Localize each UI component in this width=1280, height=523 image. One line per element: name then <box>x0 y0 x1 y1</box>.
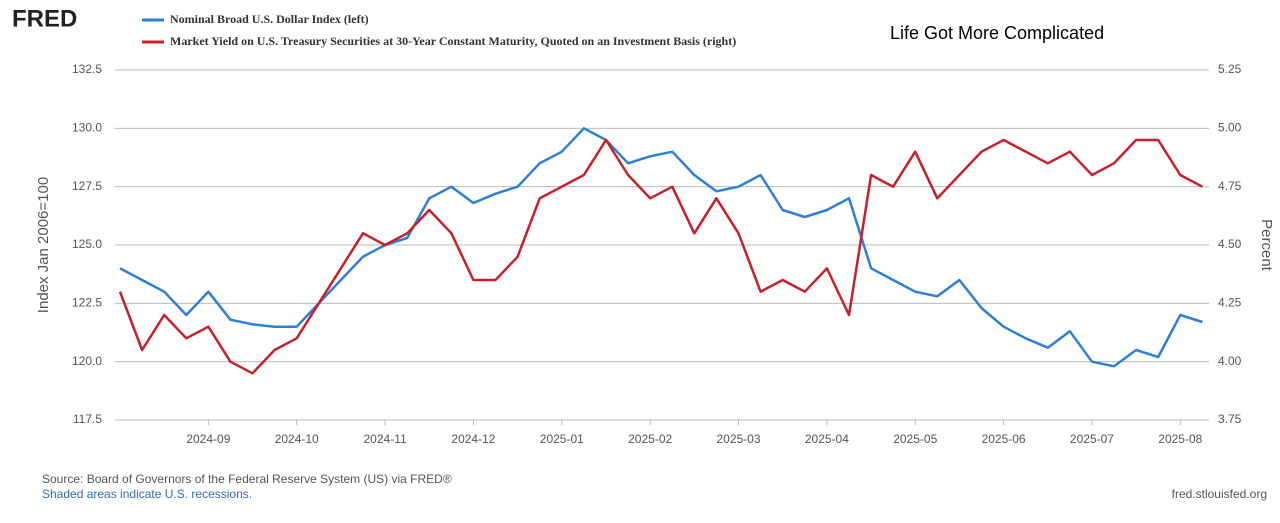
x-tick-label: 2025-04 <box>805 432 849 446</box>
x-tick-label: 2025-03 <box>716 432 760 446</box>
logo: FRED <box>12 5 77 32</box>
chart-title: Life Got More Complicated <box>890 23 1104 43</box>
y2-tick-label: 4.00 <box>1218 354 1242 368</box>
y2-axis-label: Percent <box>1258 219 1275 272</box>
x-tick-label: 2024-11 <box>364 432 407 446</box>
legend-label: Nominal Broad U.S. Dollar Index (left) <box>170 12 369 26</box>
y-tick-label: 117.5 <box>73 412 102 426</box>
series-line <box>119 127 1203 368</box>
y-axis-label: Index Jan 2006=100 <box>35 177 52 313</box>
y2-tick-label: 5.00 <box>1218 121 1242 135</box>
x-tick-label: 2024-12 <box>451 432 495 446</box>
x-tick-label: 2025-02 <box>628 432 672 446</box>
x-tick-label: 2025-08 <box>1158 432 1202 446</box>
y2-tick-label: 4.25 <box>1218 296 1242 310</box>
y2-tick-label: 4.75 <box>1218 179 1242 193</box>
y-tick-label: 125.0 <box>72 237 102 251</box>
y2-tick-label: 4.50 <box>1218 237 1242 251</box>
x-tick-label: 2025-01 <box>540 432 584 446</box>
y-tick-label: 130.0 <box>72 121 102 135</box>
x-tick-label: 2025-05 <box>893 432 937 446</box>
y-tick-label: 122.5 <box>72 296 102 310</box>
x-tick-label: 2024-10 <box>275 432 319 446</box>
x-tick-label: 2024-09 <box>186 432 230 446</box>
y-tick-label: 120.0 <box>72 354 102 368</box>
y-tick-label: 127.5 <box>72 179 102 193</box>
x-tick-label: 2025-07 <box>1070 432 1114 446</box>
y2-tick-label: 3.75 <box>1218 412 1242 426</box>
y-tick-label: 132.5 <box>72 62 102 76</box>
series-line <box>118 138 1203 375</box>
x-tick-label: 2025-06 <box>982 432 1026 446</box>
note: Shaded areas indicate U.S. recessions. <box>42 487 252 501</box>
y2-tick-label: 5.25 <box>1218 62 1242 76</box>
source: Source: Board of Governors of the Federa… <box>42 472 452 486</box>
legend-label: Market Yield on U.S. Treasury Securities… <box>170 34 736 48</box>
site: fred.stlouisfed.org <box>1172 487 1267 501</box>
